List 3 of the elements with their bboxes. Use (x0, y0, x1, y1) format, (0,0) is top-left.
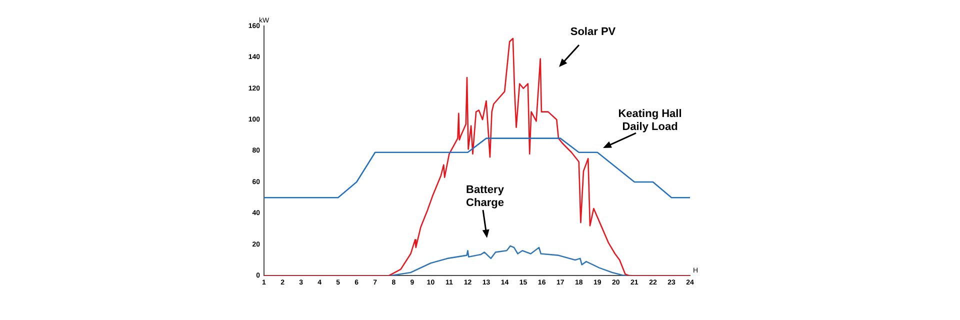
annotation: Keating Hall Daily Load (618, 108, 682, 133)
annotation: Battery Charge (466, 184, 505, 209)
annotation: Solar PV (570, 26, 616, 38)
